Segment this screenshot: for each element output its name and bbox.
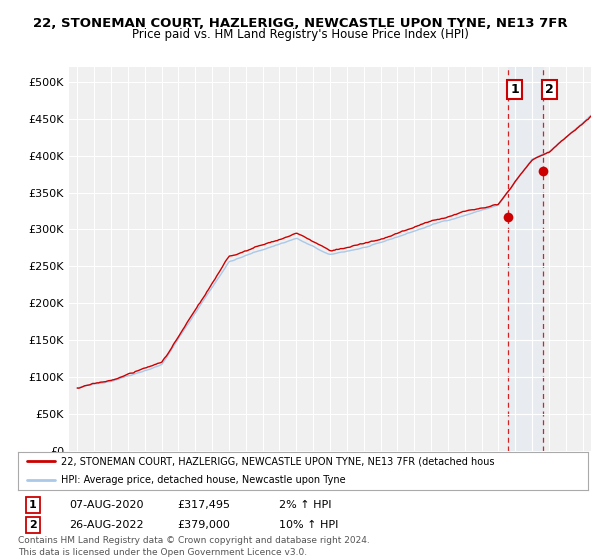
Text: 22, STONEMAN COURT, HAZLERIGG, NEWCASTLE UPON TYNE, NE13 7FR (detached hous: 22, STONEMAN COURT, HAZLERIGG, NEWCASTLE… bbox=[61, 456, 494, 466]
Text: HPI: Average price, detached house, Newcastle upon Tyne: HPI: Average price, detached house, Newc… bbox=[61, 475, 346, 486]
Text: 2: 2 bbox=[29, 520, 37, 530]
Text: 26-AUG-2022: 26-AUG-2022 bbox=[69, 520, 143, 530]
Text: Price paid vs. HM Land Registry's House Price Index (HPI): Price paid vs. HM Land Registry's House … bbox=[131, 28, 469, 41]
Text: 10% ↑ HPI: 10% ↑ HPI bbox=[279, 520, 338, 530]
Bar bbox=[508, 67, 543, 451]
Text: £317,495: £317,495 bbox=[177, 500, 230, 510]
Text: 22, STONEMAN COURT, HAZLERIGG, NEWCASTLE UPON TYNE, NE13 7FR: 22, STONEMAN COURT, HAZLERIGG, NEWCASTLE… bbox=[32, 17, 568, 30]
Text: 2: 2 bbox=[545, 83, 553, 96]
Text: 1: 1 bbox=[510, 83, 519, 96]
Text: 2% ↑ HPI: 2% ↑ HPI bbox=[279, 500, 331, 510]
Text: £379,000: £379,000 bbox=[177, 520, 230, 530]
Text: Contains HM Land Registry data © Crown copyright and database right 2024.
This d: Contains HM Land Registry data © Crown c… bbox=[18, 536, 370, 557]
Text: 1: 1 bbox=[29, 500, 37, 510]
Text: 07-AUG-2020: 07-AUG-2020 bbox=[69, 500, 143, 510]
